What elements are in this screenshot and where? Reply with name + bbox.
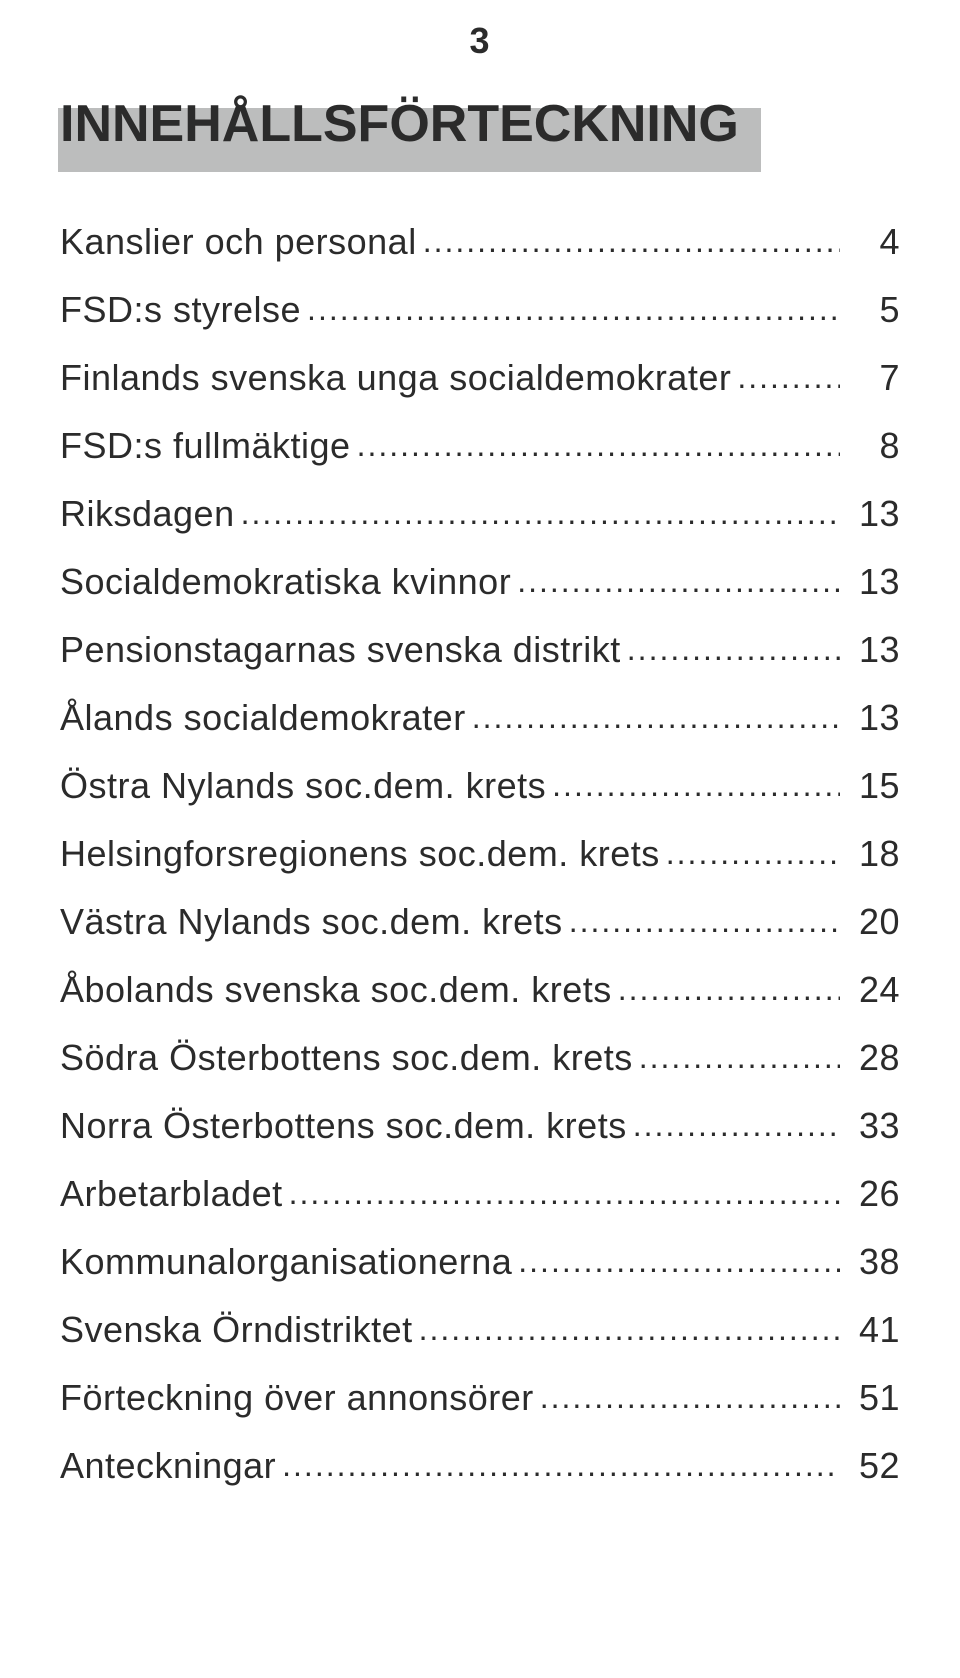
toc-label: Norra Österbottens soc.dem. krets [60,1108,627,1144]
toc-label: Förteckning över annonsörer [60,1380,534,1416]
toc-row: FSD:s styrelse..........................… [60,276,900,344]
toc-row: Helsingforsregionens soc.dem. krets.....… [60,820,900,888]
toc-page-number: 24 [846,972,900,1008]
toc-leader-dots: ........................................… [423,225,840,257]
toc-row: Socialdemokratiska kvinnor..............… [60,548,900,616]
toc-row: Riksdagen...............................… [60,480,900,548]
toc-label: Socialdemokratiska kvinnor [60,564,511,600]
toc-row: Förteckning över annonsörer.............… [60,1364,900,1432]
toc-label: Anteckningar [60,1448,276,1484]
toc-leader-dots: ........................................… [737,361,840,393]
toc-leader-dots: ........................................… [627,633,840,665]
toc-page-number: 5 [846,292,900,328]
toc-page-number: 13 [846,564,900,600]
toc-row: Norra Österbottens soc.dem. krets.......… [60,1092,900,1160]
toc-page-number: 51 [846,1380,900,1416]
toc-label: Arbetarbladet [60,1176,283,1212]
toc-row: Svenska Örndistriktet...................… [60,1296,900,1364]
toc-label: Åbolands svenska soc.dem. krets [60,972,612,1008]
toc-page-number: 8 [846,428,900,464]
toc-row: Kanslier och personal...................… [60,208,900,276]
toc-label: Ålands socialdemokrater [60,700,466,736]
toc-page-number: 38 [846,1244,900,1280]
toc-row: Anteckningar............................… [60,1432,900,1500]
toc-row: Södra Österbottens soc.dem. krets.......… [60,1024,900,1092]
page-number: 3 [60,20,900,62]
toc-page-number: 20 [846,904,900,940]
toc-label: Västra Nylands soc.dem. krets [60,904,563,940]
toc-page-number: 4 [846,224,900,260]
toc-row: FSD:s fullmäktige.......................… [60,412,900,480]
table-of-contents: Kanslier och personal...................… [60,208,900,1500]
toc-heading-text: INNEHÅLLSFÖRTECKNING [60,94,739,154]
toc-label: Helsingforsregionens soc.dem. krets [60,836,660,872]
toc-row: Östra Nylands soc.dem. krets............… [60,752,900,820]
toc-leader-dots: ........................................… [540,1381,840,1413]
toc-leader-dots: ........................................… [289,1177,840,1209]
toc-leader-dots: ........................................… [639,1041,840,1073]
toc-label: Finlands svenska unga socialdemokrater [60,360,731,396]
toc-row: Ålands socialdemokrater.................… [60,684,900,752]
toc-leader-dots: ........................................… [569,905,840,937]
toc-page-number: 13 [846,700,900,736]
toc-leader-dots: ........................................… [618,973,840,1005]
toc-label: Pensionstagarnas svenska distrikt [60,632,621,668]
toc-page-number: 41 [846,1312,900,1348]
toc-leader-dots: ........................................… [552,769,840,801]
toc-row: Arbetarbladet...........................… [60,1160,900,1228]
toc-label: Svenska Örndistriktet [60,1312,413,1348]
toc-leader-dots: ........................................… [241,497,840,529]
toc-page-number: 33 [846,1108,900,1144]
toc-label: Riksdagen [60,496,235,532]
document-page: 3 INNEHÅLLSFÖRTECKNING Kanslier och pers… [0,0,960,1678]
toc-row: Västra Nylands soc.dem. krets...........… [60,888,900,956]
toc-leader-dots: ........................................… [419,1313,840,1345]
toc-row: Finlands svenska unga socialdemokrater..… [60,344,900,412]
toc-page-number: 13 [846,632,900,668]
toc-leader-dots: ........................................… [517,565,840,597]
toc-label: Kommunalorganisationerna [60,1244,512,1280]
toc-page-number: 28 [846,1040,900,1076]
toc-label: FSD:s styrelse [60,292,301,328]
toc-row: Pensionstagarnas svenska distrikt.......… [60,616,900,684]
toc-leader-dots: ........................................… [666,837,840,869]
toc-page-number: 18 [846,836,900,872]
toc-label: FSD:s fullmäktige [60,428,351,464]
toc-label: Östra Nylands soc.dem. krets [60,768,546,804]
toc-page-number: 26 [846,1176,900,1212]
toc-page-number: 15 [846,768,900,804]
toc-row: Åbolands svenska soc.dem. krets.........… [60,956,900,1024]
toc-page-number: 13 [846,496,900,532]
toc-leader-dots: ........................................… [307,293,840,325]
toc-leader-dots: ........................................… [357,429,840,461]
toc-label: Södra Österbottens soc.dem. krets [60,1040,633,1076]
toc-leader-dots: ........................................… [633,1109,840,1141]
toc-label: Kanslier och personal [60,224,417,260]
toc-page-number: 7 [846,360,900,396]
toc-leader-dots: ........................................… [472,701,840,733]
toc-leader-dots: ........................................… [518,1245,840,1277]
toc-page-number: 52 [846,1448,900,1484]
toc-heading-bar: INNEHÅLLSFÖRTECKNING [60,74,769,166]
toc-leader-dots: ........................................… [282,1449,840,1481]
toc-row: Kommunalorganisationerna................… [60,1228,900,1296]
